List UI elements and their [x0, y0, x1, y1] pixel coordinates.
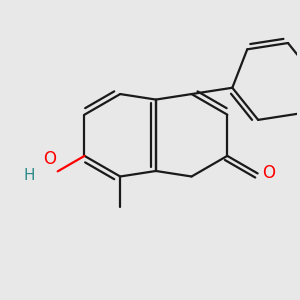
Text: H: H [23, 168, 35, 183]
Text: O: O [43, 150, 56, 168]
Text: O: O [262, 164, 275, 182]
